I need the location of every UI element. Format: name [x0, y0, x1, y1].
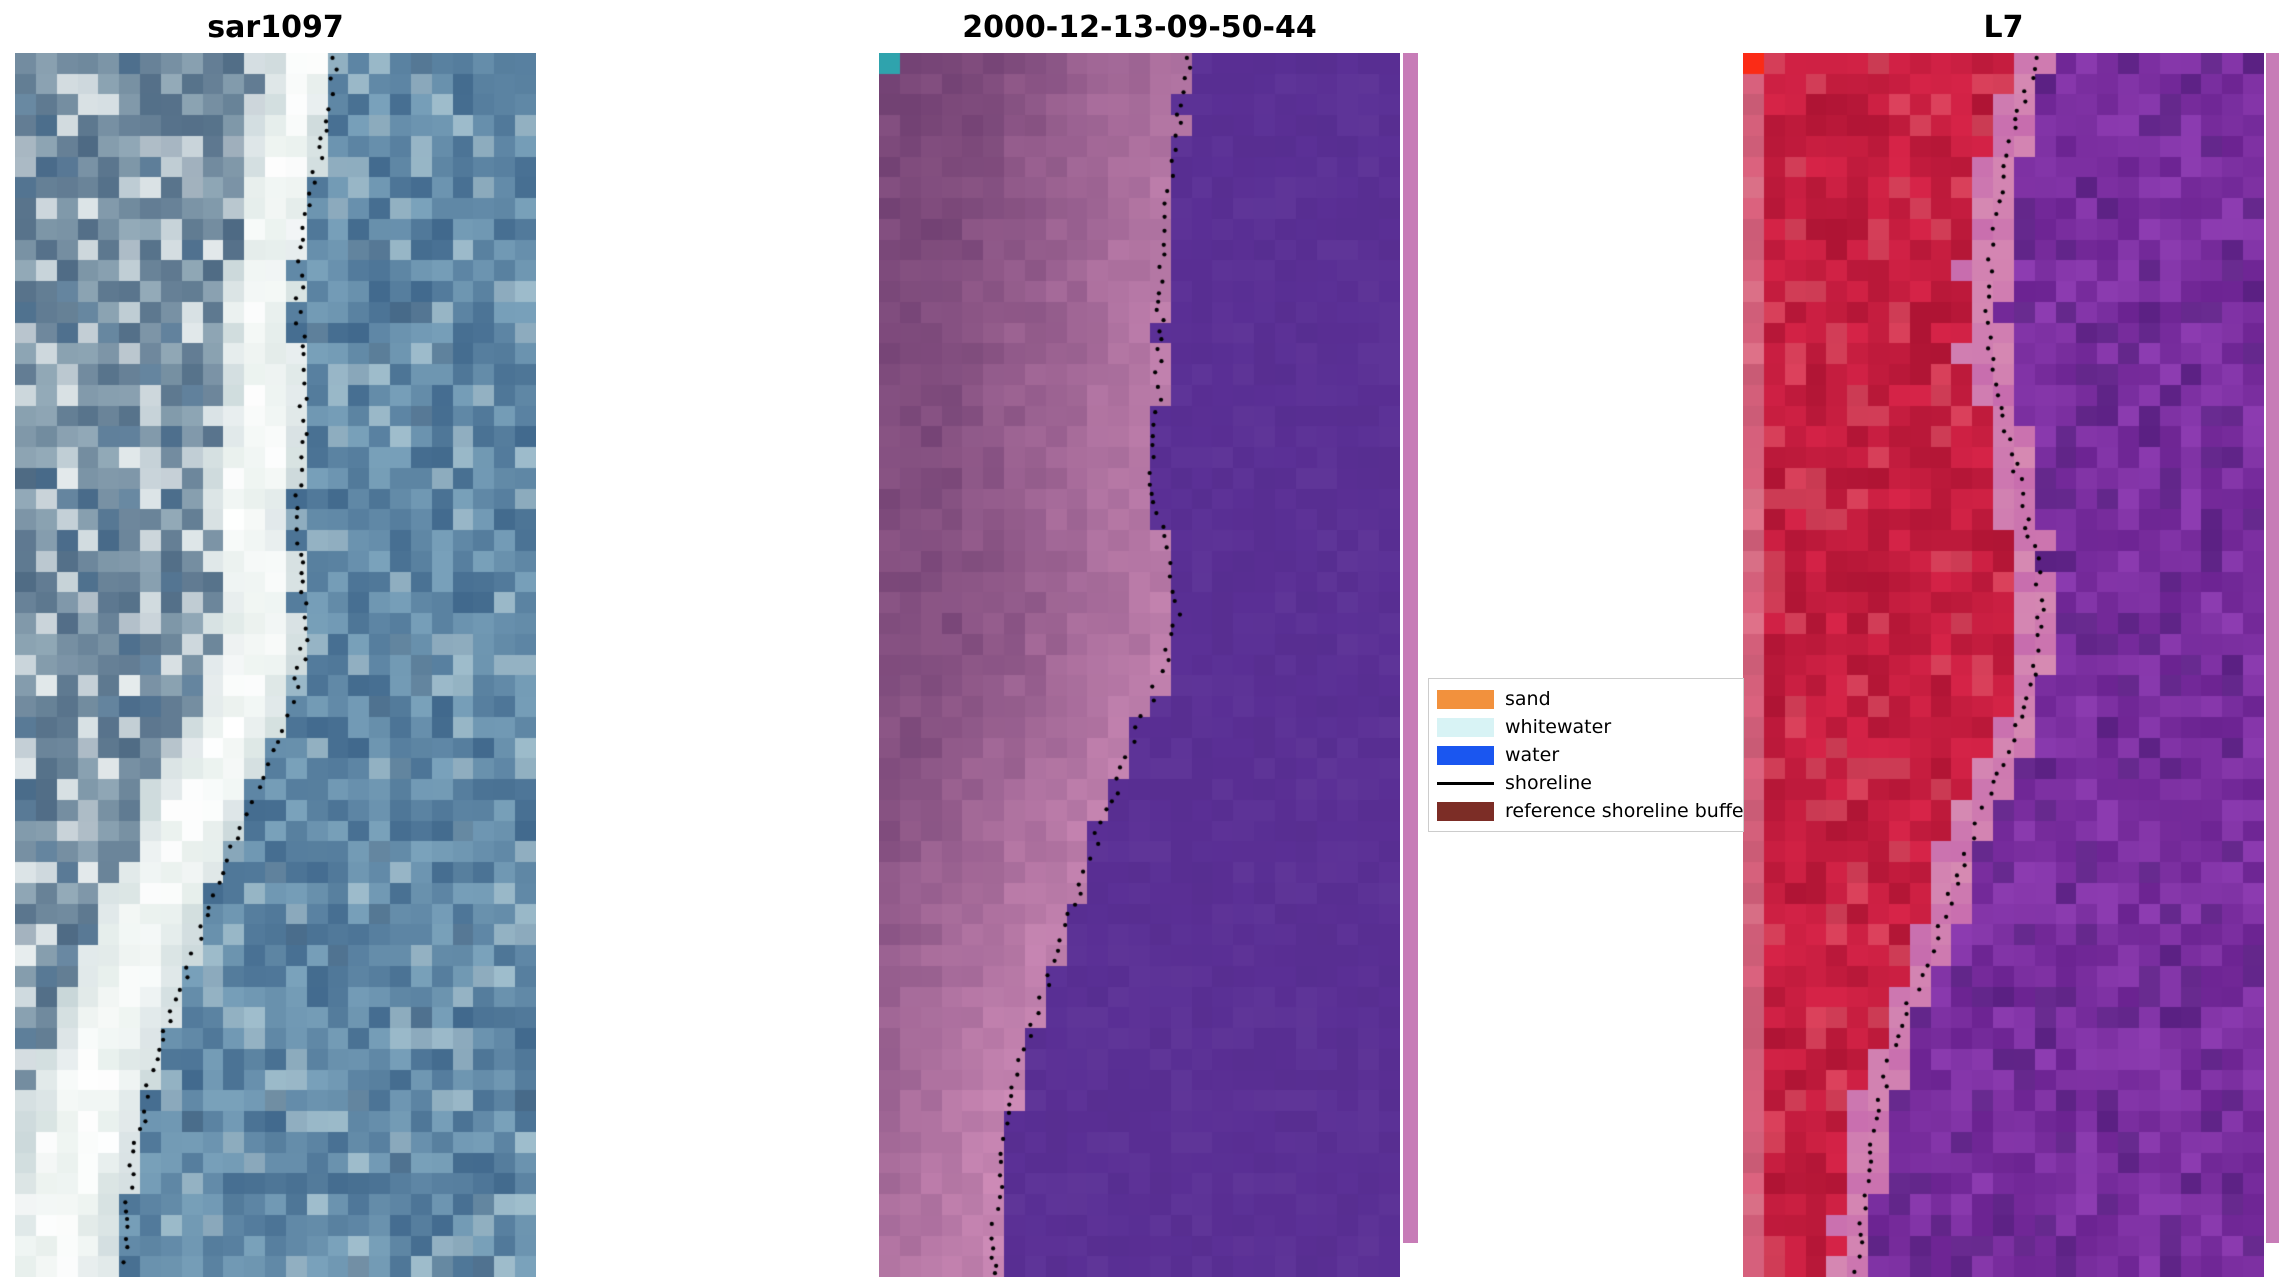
- legend-line-swatch: [1437, 781, 1494, 785]
- panel-l7: L7: [1743, 10, 2264, 1277]
- classification-image: [879, 53, 1400, 1277]
- panel-l7-title: L7: [1983, 10, 2024, 45]
- legend-item-water: water: [1437, 744, 1735, 766]
- l7-edge-strip: [2266, 53, 2279, 1243]
- legend-label: reference shoreline buffer: [1505, 800, 1744, 822]
- legend-item-sand: sand: [1437, 688, 1735, 710]
- legend-color-swatch: [1437, 801, 1494, 821]
- legend-color-swatch: [1437, 689, 1494, 709]
- panel-sar1097: sar1097: [15, 10, 536, 1277]
- panel-sar1097-title: sar1097: [207, 10, 344, 45]
- l7-image: [1743, 53, 2264, 1277]
- legend: sand whitewater water shoreline reference sh…: [1428, 678, 1744, 832]
- panel-classification: 2000-12-13-09-50-44: [879, 10, 1400, 1277]
- legend-color-swatch: [1437, 745, 1494, 765]
- legend-item-whitewater: whitewater: [1437, 716, 1735, 738]
- panel-classification-title: 2000-12-13-09-50-44: [962, 10, 1317, 45]
- legend-label: water: [1505, 744, 1560, 766]
- legend-item-reference-shoreline-buffer: reference shoreline buffer: [1437, 800, 1743, 822]
- legend-label: sand: [1505, 688, 1551, 710]
- classification-edge-strip: [1403, 53, 1418, 1243]
- legend-label: shoreline: [1505, 772, 1592, 794]
- legend-label: whitewater: [1505, 716, 1612, 738]
- legend-item-shoreline: shoreline: [1437, 772, 1735, 794]
- sar-image: [15, 53, 536, 1277]
- legend-color-swatch: [1437, 717, 1494, 737]
